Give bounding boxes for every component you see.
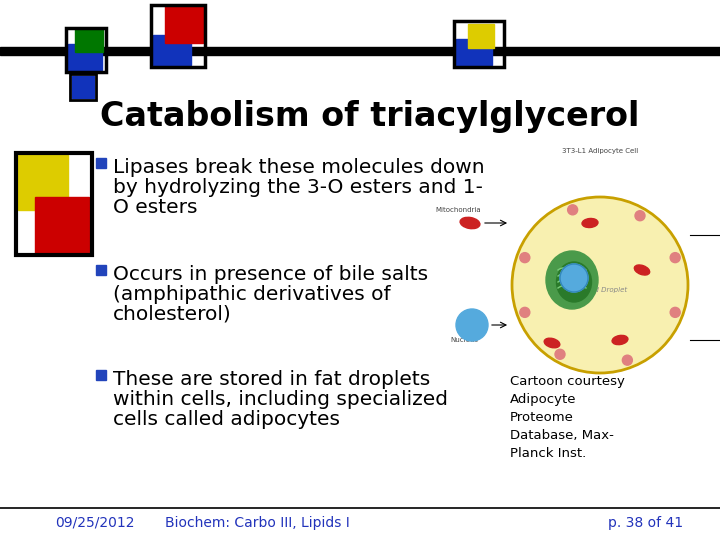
Text: within cells, including specialized: within cells, including specialized: [113, 390, 448, 409]
Text: 3T3-L1 Adipocyte Cell: 3T3-L1 Adipocyte Cell: [562, 148, 638, 154]
Bar: [66, 28, 106, 72]
Ellipse shape: [460, 217, 480, 228]
Text: Planck Inst.: Planck Inst.: [510, 447, 586, 460]
Ellipse shape: [557, 262, 592, 302]
Text: cholesterol): cholesterol): [113, 305, 232, 324]
Circle shape: [560, 264, 588, 292]
Bar: [16, 153, 92, 255]
Text: Cartoon courtesy: Cartoon courtesy: [510, 375, 625, 388]
Circle shape: [567, 205, 577, 215]
Bar: [468, 24, 494, 48]
Circle shape: [635, 211, 645, 221]
Text: Lipases break these molecules down: Lipases break these molecules down: [113, 158, 485, 177]
Bar: [151, 5, 205, 67]
Text: (amphipathic derivatives of: (amphipathic derivatives of: [113, 285, 391, 304]
Circle shape: [456, 309, 488, 341]
Circle shape: [670, 307, 680, 318]
Text: 09/25/2012: 09/25/2012: [55, 516, 135, 530]
Text: O esters: O esters: [113, 198, 197, 217]
Bar: [96, 265, 106, 275]
Circle shape: [520, 307, 530, 318]
Bar: [96, 158, 106, 168]
Bar: [68, 44, 102, 70]
Bar: [18, 155, 68, 210]
Text: Lipid Droplet: Lipid Droplet: [582, 287, 628, 293]
Text: These are stored in fat droplets: These are stored in fat droplets: [113, 370, 431, 389]
Ellipse shape: [612, 335, 628, 345]
Text: Biochem: Carbo III, Lipids I: Biochem: Carbo III, Lipids I: [165, 516, 350, 530]
Text: Proteome: Proteome: [510, 411, 574, 424]
Circle shape: [670, 253, 680, 262]
Bar: [72, 76, 94, 98]
Ellipse shape: [634, 265, 649, 275]
Circle shape: [512, 197, 688, 373]
Bar: [96, 370, 106, 380]
Text: p. 38 of 41: p. 38 of 41: [608, 516, 683, 530]
Text: cells called adipocytes: cells called adipocytes: [113, 410, 340, 429]
Text: by hydrolyzing the 3-O esters and 1-: by hydrolyzing the 3-O esters and 1-: [113, 178, 483, 197]
Ellipse shape: [544, 338, 560, 348]
Bar: [75, 28, 103, 52]
Text: Adipocyte: Adipocyte: [510, 393, 577, 406]
Bar: [70, 74, 96, 100]
Bar: [153, 35, 191, 65]
Bar: [0, 47, 720, 55]
Circle shape: [622, 355, 632, 365]
Bar: [454, 21, 504, 67]
Bar: [35, 197, 89, 253]
Circle shape: [520, 253, 530, 262]
Ellipse shape: [582, 219, 598, 227]
Bar: [456, 39, 492, 65]
Text: Nucleus: Nucleus: [450, 337, 478, 343]
Text: Catabolism of triacylglycerol: Catabolism of triacylglycerol: [100, 100, 639, 133]
Circle shape: [555, 349, 565, 359]
Bar: [165, 5, 203, 43]
Ellipse shape: [546, 251, 598, 309]
Text: Occurs in presence of bile salts: Occurs in presence of bile salts: [113, 265, 428, 284]
Text: Mitochondria: Mitochondria: [435, 207, 481, 213]
Text: Database, Max-: Database, Max-: [510, 429, 614, 442]
